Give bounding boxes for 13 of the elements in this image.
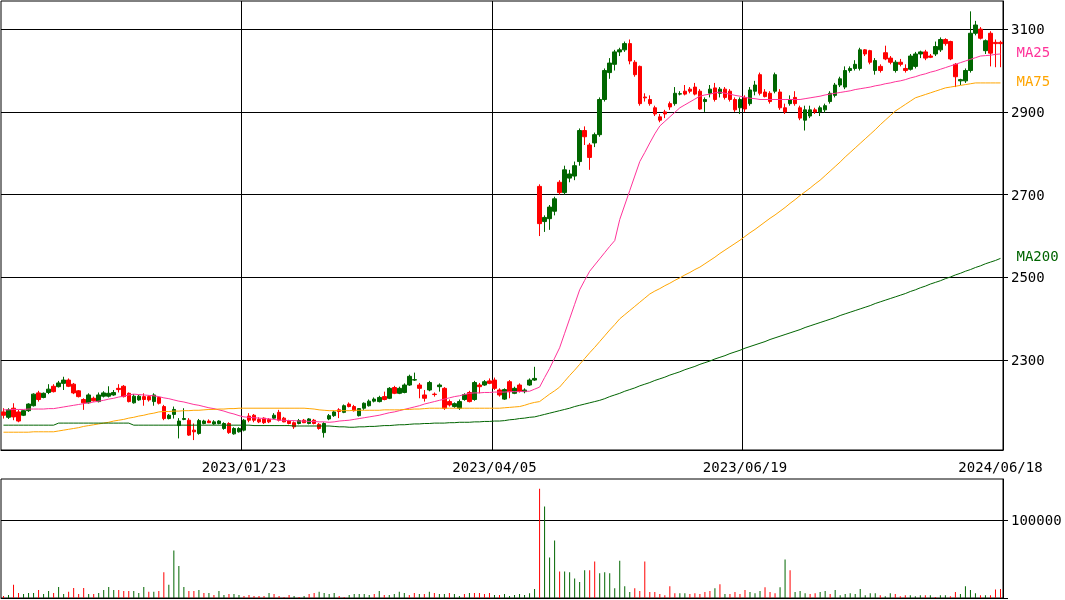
y-tick-label: 2300 bbox=[1011, 352, 1045, 369]
x-tick-label: 2023/04/05 bbox=[452, 459, 537, 475]
x-tick-label: 2023/06/19 bbox=[702, 459, 788, 475]
y-tick-label: 100000 bbox=[1011, 512, 1062, 529]
x-tick-label: 2024/06/18 bbox=[958, 459, 1043, 475]
y-tick-label: 2500 bbox=[1011, 269, 1045, 286]
y-tick-label: 2700 bbox=[1011, 186, 1045, 203]
series-label: MA75 bbox=[1016, 72, 1051, 89]
series-label: MA200 bbox=[1016, 248, 1059, 265]
x-tick-label: 2023/01/23 bbox=[201, 459, 287, 475]
y-tick-label: 3100 bbox=[1011, 21, 1045, 38]
series-label: MA25 bbox=[1016, 43, 1051, 60]
y-tick-label: 2900 bbox=[1011, 103, 1045, 120]
